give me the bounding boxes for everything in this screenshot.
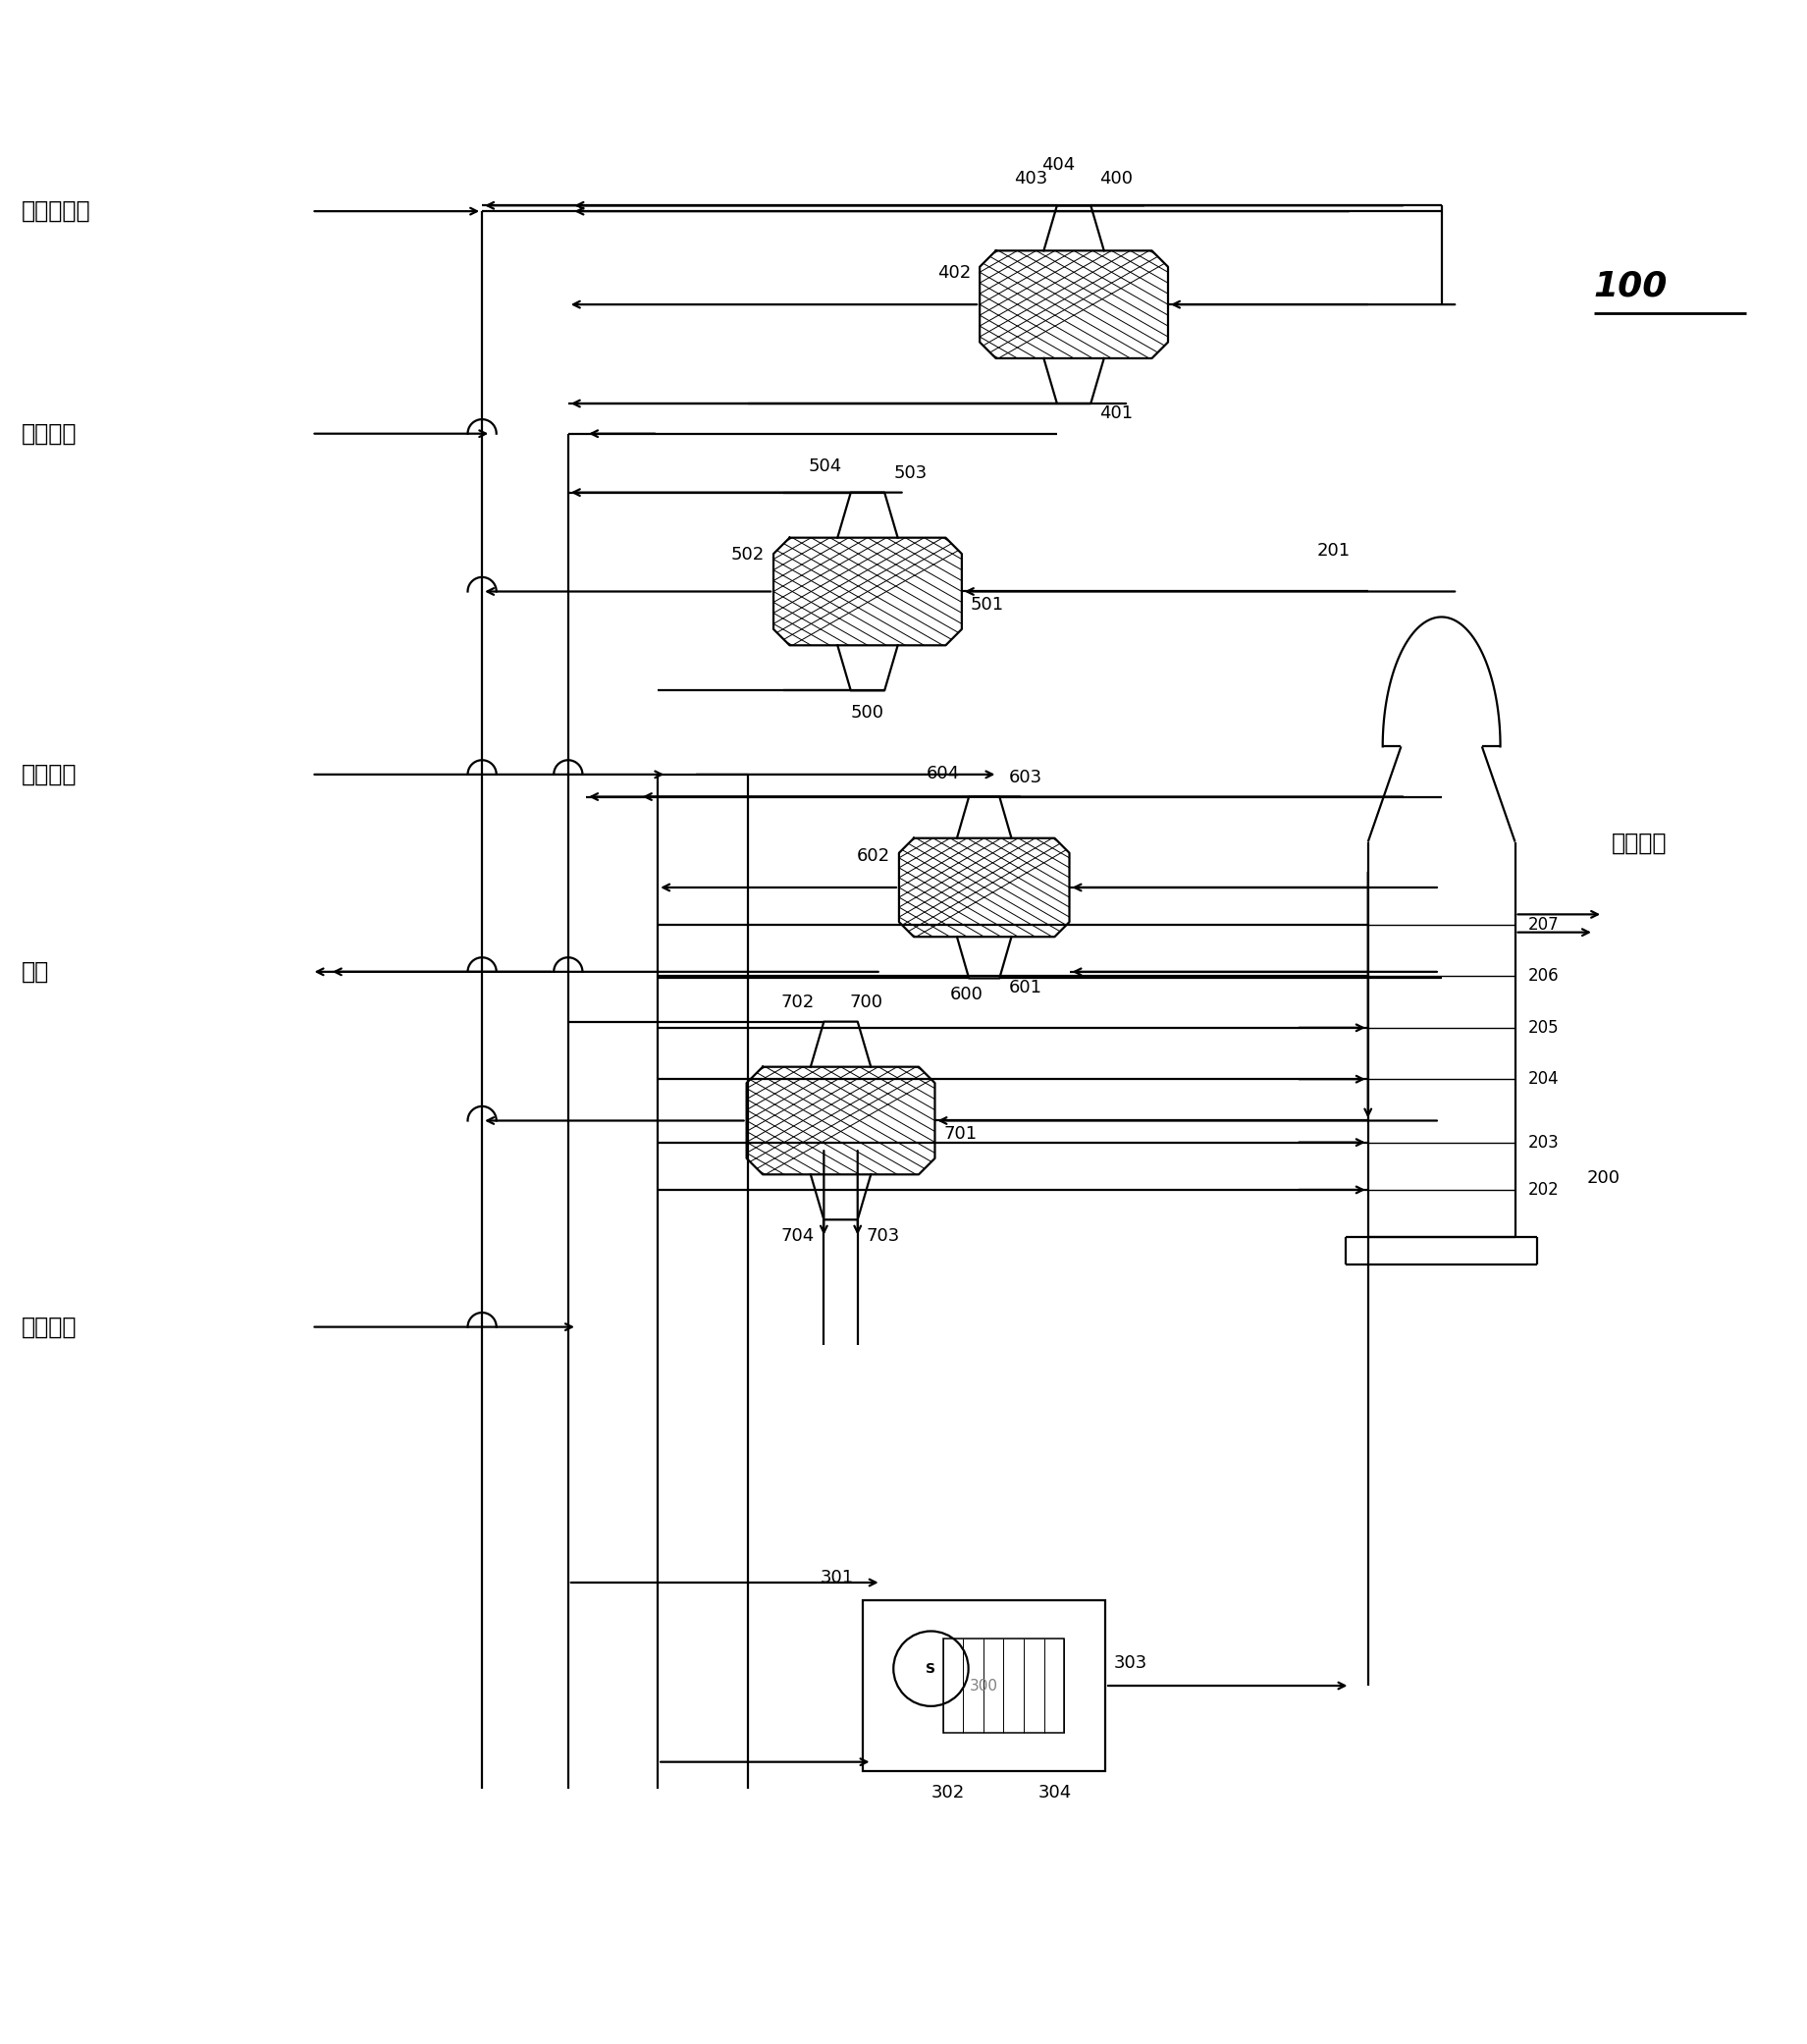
Text: 304: 304	[1037, 1784, 1072, 1801]
Text: 203: 203	[1527, 1134, 1559, 1151]
Text: 404: 404	[1041, 155, 1075, 174]
Text: S: S	[925, 1662, 936, 1676]
Text: 100: 100	[1594, 270, 1668, 303]
Text: 503: 503	[893, 464, 927, 482]
Text: 302: 302	[932, 1784, 965, 1801]
Text: 500: 500	[851, 703, 884, 722]
Text: 402: 402	[938, 264, 970, 282]
Text: 201: 201	[1317, 542, 1350, 560]
Text: 701: 701	[943, 1124, 978, 1143]
Bar	[864, 1600, 1106, 1770]
Text: 烟气: 烟气	[22, 961, 49, 983]
Text: 301: 301	[820, 1570, 855, 1586]
Text: 603: 603	[1008, 769, 1043, 787]
Text: 207: 207	[1527, 916, 1559, 934]
Text: 300: 300	[970, 1678, 999, 1692]
Text: 700: 700	[849, 993, 884, 1012]
Text: 601: 601	[1008, 979, 1043, 997]
Text: 702: 702	[781, 993, 815, 1012]
Text: 602: 602	[857, 846, 891, 865]
Text: 富氧冷风: 富氧冷风	[22, 1314, 76, 1339]
Text: 电池燃料: 电池燃料	[22, 421, 76, 446]
Text: 403: 403	[1014, 170, 1048, 188]
Text: 303: 303	[1115, 1654, 1147, 1672]
Text: 600: 600	[950, 985, 983, 1004]
Text: 401: 401	[1100, 405, 1133, 421]
Text: 704: 704	[781, 1228, 815, 1245]
Text: 助燃空气: 助燃空气	[22, 762, 76, 787]
Text: 204: 204	[1527, 1071, 1559, 1087]
Text: 206: 206	[1527, 967, 1559, 985]
Text: 400: 400	[1100, 170, 1133, 188]
Text: 604: 604	[927, 764, 960, 783]
Bar	[943, 1639, 1064, 1733]
Text: 703: 703	[867, 1228, 900, 1245]
Text: 504: 504	[808, 458, 842, 474]
Text: 热风炉燃料: 热风炉燃料	[22, 200, 90, 223]
Text: 205: 205	[1527, 1018, 1559, 1036]
Text: 200: 200	[1587, 1169, 1621, 1188]
Text: 富氧热风: 富氧热风	[1612, 830, 1668, 854]
Text: 502: 502	[730, 546, 764, 564]
Text: 202: 202	[1527, 1181, 1559, 1198]
Text: 501: 501	[970, 595, 1005, 613]
